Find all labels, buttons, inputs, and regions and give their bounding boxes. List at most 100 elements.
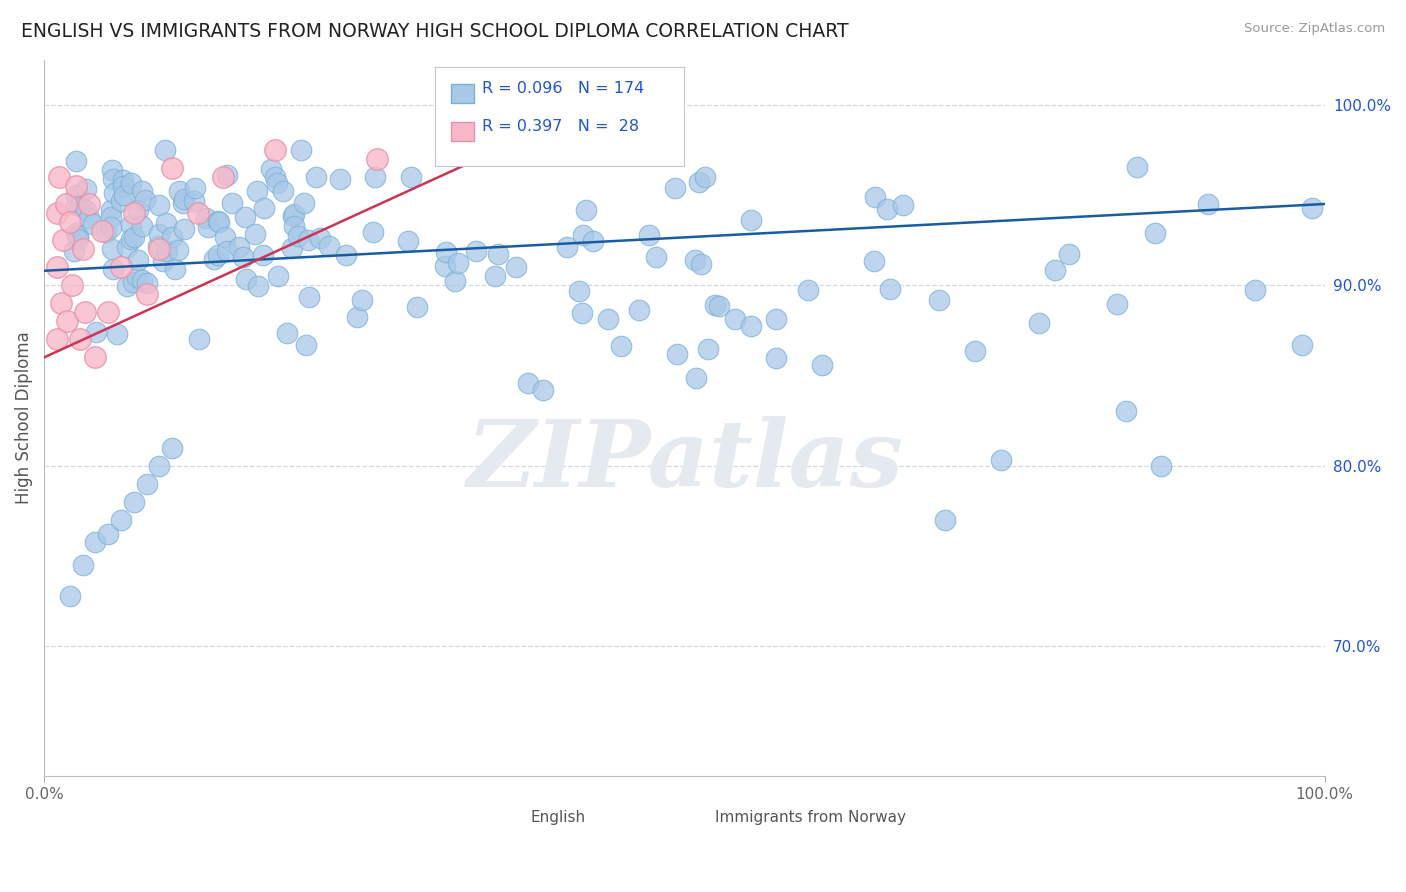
Point xyxy=(253,201,276,215)
Point xyxy=(110,260,132,275)
Point xyxy=(52,233,75,247)
Point xyxy=(228,240,250,254)
Point xyxy=(765,311,787,326)
Point xyxy=(67,228,90,243)
Text: Source: ZipAtlas.com: Source: ZipAtlas.com xyxy=(1244,22,1385,36)
Point xyxy=(280,242,302,256)
Text: R = 0.096   N = 174: R = 0.096 N = 174 xyxy=(482,81,644,96)
Y-axis label: High School Diploma: High School Diploma xyxy=(15,332,32,504)
Point xyxy=(148,242,170,256)
Point xyxy=(148,458,170,473)
Point xyxy=(217,244,239,258)
Point xyxy=(263,143,285,157)
Point xyxy=(134,194,156,208)
Point xyxy=(136,276,159,290)
Point xyxy=(120,176,142,190)
Point xyxy=(350,293,373,308)
Point xyxy=(335,248,357,262)
Point xyxy=(84,351,107,365)
Point xyxy=(72,558,94,572)
Point xyxy=(208,215,231,229)
Point xyxy=(65,198,87,212)
Point xyxy=(207,213,229,227)
Point xyxy=(100,203,122,218)
Point xyxy=(1105,297,1128,311)
Point xyxy=(891,198,914,212)
Point xyxy=(304,170,326,185)
Point xyxy=(197,220,219,235)
Point xyxy=(110,513,132,527)
Point xyxy=(233,211,256,225)
Point xyxy=(465,244,488,258)
Text: ENGLISH VS IMMIGRANTS FROM NORWAY HIGH SCHOOL DIPLOMA CORRELATION CHART: ENGLISH VS IMMIGRANTS FROM NORWAY HIGH S… xyxy=(21,22,849,41)
Point xyxy=(366,152,388,166)
Point xyxy=(582,234,605,248)
Point xyxy=(69,332,91,346)
Point xyxy=(297,289,319,303)
Point xyxy=(90,224,112,238)
Point xyxy=(162,229,184,244)
Point xyxy=(75,202,97,217)
Point xyxy=(59,215,82,229)
Point xyxy=(297,233,319,247)
Point xyxy=(84,534,107,549)
Point xyxy=(84,325,107,339)
Point xyxy=(63,244,86,259)
Point xyxy=(266,177,288,191)
Text: ZIPatlas: ZIPatlas xyxy=(465,416,903,506)
Point xyxy=(267,268,290,283)
Point xyxy=(434,245,457,260)
Point xyxy=(505,260,527,275)
Point xyxy=(131,219,153,234)
Point xyxy=(100,210,122,224)
Point xyxy=(155,143,177,157)
Point xyxy=(173,222,195,236)
Point xyxy=(965,344,987,359)
Point xyxy=(75,305,97,319)
Point xyxy=(481,116,503,130)
Point xyxy=(862,254,884,268)
Point xyxy=(167,184,190,198)
Point xyxy=(65,153,87,168)
Point xyxy=(318,239,340,253)
Point xyxy=(207,248,229,262)
Point xyxy=(1291,337,1313,351)
Point xyxy=(259,161,281,176)
Point xyxy=(146,239,169,253)
Point xyxy=(235,272,257,286)
Point xyxy=(65,178,87,193)
Point xyxy=(271,184,294,198)
Point xyxy=(406,300,429,314)
Point xyxy=(283,219,305,234)
Point xyxy=(82,218,104,232)
Point xyxy=(276,326,298,340)
Point xyxy=(865,190,887,204)
Point xyxy=(148,197,170,211)
Point xyxy=(214,229,236,244)
Point xyxy=(283,207,305,221)
Point xyxy=(65,188,87,202)
Point xyxy=(112,178,135,193)
Point xyxy=(45,332,67,346)
Point xyxy=(811,359,834,373)
Point xyxy=(112,188,135,202)
Text: English: English xyxy=(530,810,586,825)
Point xyxy=(264,169,287,184)
Point xyxy=(1243,283,1265,297)
Point xyxy=(183,194,205,208)
Point xyxy=(122,495,145,509)
Point xyxy=(364,169,387,184)
Point xyxy=(194,211,217,226)
Point xyxy=(740,318,762,333)
Point xyxy=(135,476,157,491)
Point xyxy=(610,339,633,353)
Point xyxy=(281,209,304,223)
Point xyxy=(101,242,124,256)
Point xyxy=(294,338,316,352)
Point xyxy=(202,252,225,267)
FancyBboxPatch shape xyxy=(434,68,685,167)
Point xyxy=(94,225,117,239)
Point xyxy=(571,306,593,320)
Point xyxy=(115,278,138,293)
Point xyxy=(704,298,727,312)
